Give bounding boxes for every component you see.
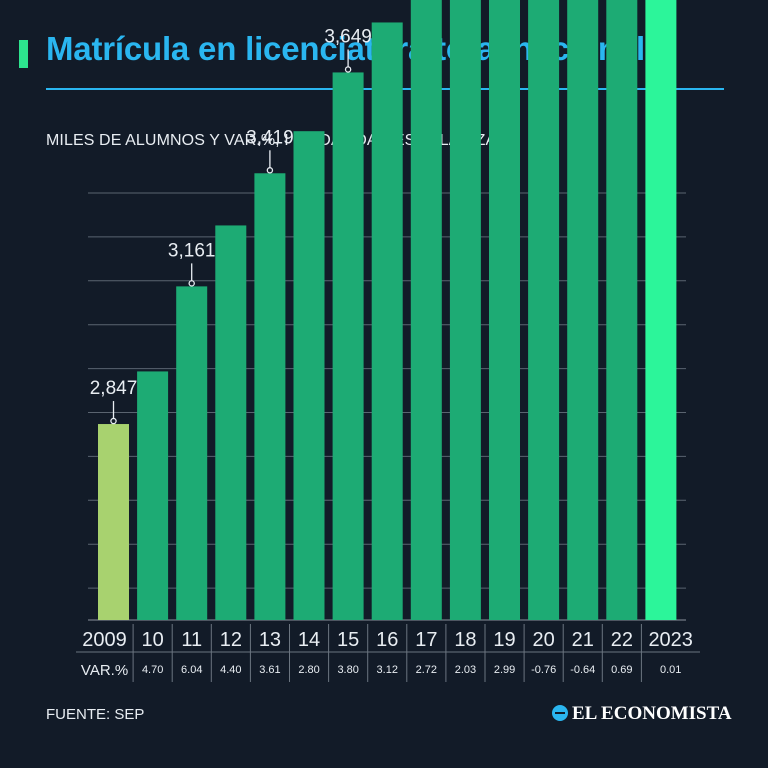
x-tick-label: 14 xyxy=(298,629,320,651)
value-label-15: 3,649 xyxy=(324,26,372,47)
x-tick-label: 17 xyxy=(415,629,437,651)
brand-globe-icon xyxy=(552,705,568,721)
bar-14 xyxy=(293,131,325,620)
variation-value: 2.72 xyxy=(416,664,437,676)
label-dot xyxy=(188,280,195,287)
bar-12 xyxy=(215,225,247,620)
variation-value: 6.04 xyxy=(181,664,202,676)
x-tick-label: 18 xyxy=(454,629,476,651)
variation-value: 3.12 xyxy=(377,664,398,676)
variation-value: 4.40 xyxy=(220,664,241,676)
variation-value: -0.76 xyxy=(531,664,556,676)
bar-2023 xyxy=(645,0,677,621)
x-tick-label: 19 xyxy=(493,629,515,651)
bars xyxy=(98,0,677,621)
bar-13 xyxy=(254,173,286,621)
x-tick-label: 22 xyxy=(611,629,633,651)
bar-21 xyxy=(567,0,599,621)
title-accent-bar xyxy=(19,40,28,68)
brand-name: EL ECONOMISTA xyxy=(572,703,732,724)
x-tick-label: 21 xyxy=(572,629,594,651)
bar-17 xyxy=(410,0,442,620)
variation-value: 2.99 xyxy=(494,664,515,676)
x-tick-label: 12 xyxy=(220,629,242,651)
x-tick-label: 2009 xyxy=(82,629,127,651)
variation-value: 3.80 xyxy=(337,664,358,676)
variation-value: 4.70 xyxy=(142,664,163,676)
variation-value: 2.80 xyxy=(298,664,319,676)
bar-19 xyxy=(489,0,520,620)
x-tick-label: 11 xyxy=(181,629,202,651)
label-dot xyxy=(266,167,274,174)
bar-2009 xyxy=(98,424,129,620)
bar-18 xyxy=(449,0,481,620)
bar-15 xyxy=(332,72,364,620)
x-tick-label: 2023 xyxy=(648,629,693,651)
bar-chart: 2,8473,1613,4193,6493,8654,0624,0054,033… xyxy=(76,0,700,682)
value-label-11: 3,161 xyxy=(168,240,216,261)
x-tick-label: 10 xyxy=(142,629,164,651)
bar-11 xyxy=(176,286,208,620)
x-tick-label: 13 xyxy=(259,629,281,651)
variation-value: 3.61 xyxy=(259,664,280,676)
variation-value: 2.03 xyxy=(455,664,476,676)
bar-10 xyxy=(137,371,169,620)
label-dot xyxy=(344,66,352,73)
source-note: FUENTE: SEP xyxy=(46,706,145,723)
variation-value: -0.64 xyxy=(570,664,595,676)
variation-table: 2009 VAR.% 10 4.70 11 6.04 12 4.40 13 3.61 14 2.80 1… xyxy=(76,624,700,682)
bar-20 xyxy=(528,0,560,620)
bar-22 xyxy=(606,0,638,621)
value-label-2009: 2,847 xyxy=(90,378,138,399)
variation-value: 0.69 xyxy=(611,664,632,676)
brand-logo: EL ECONOMISTA xyxy=(552,703,732,725)
x-tick-label: 20 xyxy=(533,629,555,651)
variation-value: 0.01 xyxy=(660,664,681,676)
x-tick-label: 15 xyxy=(337,629,359,651)
variation-header: VAR.% xyxy=(81,662,128,679)
x-tick-label: 16 xyxy=(376,629,398,651)
label-dot xyxy=(110,417,117,425)
bar-16 xyxy=(371,22,403,620)
value-label-13: 3,419 xyxy=(246,127,294,148)
